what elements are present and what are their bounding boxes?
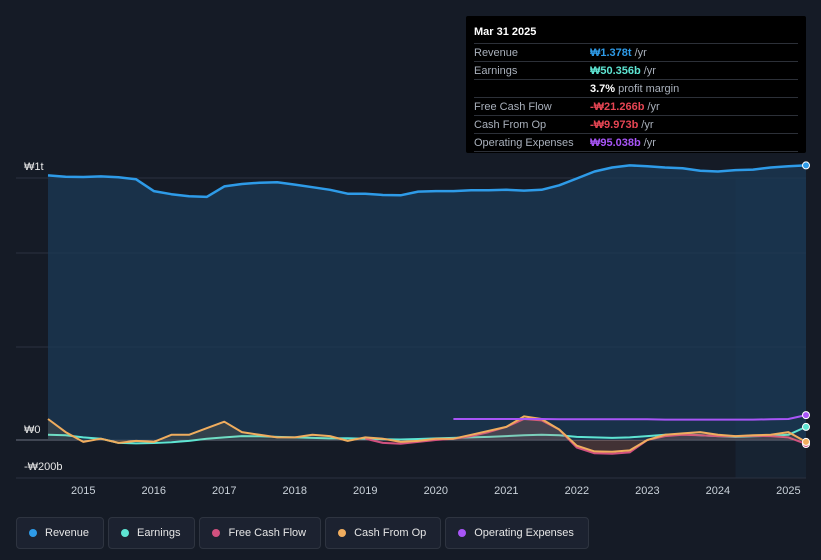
tooltip-row-unit: /yr [634,47,647,59]
tooltip-row-label: Earnings [474,65,518,77]
revenue-line [47,164,807,199]
tooltip-row-unit: /yr [647,101,660,113]
tooltip-row-value: -₩21.266b [590,101,645,113]
revenue-end-point [802,161,810,170]
cash-from-op-end-point [802,437,810,446]
tooltip-row-label: Operating Expenses [474,137,574,149]
end-markers [802,161,810,448]
tooltip-row-unit: profit margin [618,83,680,95]
x-tick-2023: 2023 [635,485,659,497]
x-tick-2025: 2025 [776,485,800,497]
tooltip-row-value: ₩50.356b [590,65,641,77]
tooltip-row-value: -₩9.973b [590,119,639,131]
tooltip-row-free-cash-flow: Free Cash Flow -₩21.266b/yr [474,98,798,116]
legend-dot-icon [458,529,467,537]
series-layer [47,164,807,455]
legend-item-earnings[interactable]: Earnings [108,517,196,549]
legend-label: Earnings [137,527,181,539]
x-tick-2021: 2021 [494,485,518,497]
legend-label: Free Cash Flow [228,527,307,539]
legend-item-operating-expenses[interactable]: Operating Expenses [445,517,589,549]
tooltip-row-value: ₩1.378t [590,47,632,59]
legend-dot-icon [212,529,221,537]
x-tick-2015: 2015 [71,485,95,497]
x-tick-2019: 2019 [353,485,377,497]
tooltip-row-revenue: Revenue ₩1.378t/yr [474,44,798,62]
tooltip: Mar 31 2025 Revenue ₩1.378t/yr Earnings ₩50… [466,16,806,153]
legend-item-free-cash-flow[interactable]: Free Cash Flow [199,517,322,549]
tooltip-row-operating-expenses: Operating Expenses ₩95.038b/yr [474,134,798,152]
chart-area: ₩1t ₩0 -₩200b 2015 2016 2017 2018 2019 2020 20… [16,161,810,497]
operating-expenses-line [453,414,807,421]
earnings-end-point [802,422,810,431]
y-axis-label-zero: ₩0 [24,424,41,436]
legend-label: Operating Expenses [474,527,574,539]
x-tick-2017: 2017 [212,485,236,497]
legend-dot-icon [29,529,37,537]
y-axis-label-bottom: -₩200b [24,461,63,473]
tooltip-row-value: ₩95.038b [590,137,641,149]
tooltip-row-unit: /yr [643,65,656,77]
x-tick-2016: 2016 [142,485,166,497]
tooltip-row-label: Cash From Op [474,119,547,131]
x-tick-2020: 2020 [424,485,448,497]
tooltip-row-label: Revenue [474,47,519,59]
y-axis-label-top: ₩1t [24,161,44,173]
legend: Revenue Earnings Free Cash Flow Cash From O… [16,517,589,549]
tooltip-date: Mar 31 2025 [474,24,798,44]
tooltip-row-earnings: Earnings ₩50.356b/yr [474,62,798,80]
tooltip-row-label: Free Cash Flow [474,101,552,113]
legend-label: Cash From Op [354,527,427,539]
legend-item-revenue[interactable]: Revenue [16,517,105,549]
x-tick-2022: 2022 [565,485,589,497]
legend-item-cash-from-op[interactable]: Cash From Op [325,517,442,549]
x-tick-2024: 2024 [706,485,730,497]
x-axis-ticks: 2015 2016 2017 2018 2019 2020 2021 2022 2023 2024… [71,485,801,497]
tooltip-row-unit: /yr [643,137,656,149]
cash-from-op-area [48,416,806,452]
operating-expenses-end-point [802,411,810,420]
legend-dot-icon [338,529,347,537]
revenue-area [48,165,806,440]
x-tick-2018: 2018 [283,485,307,497]
tooltip-row-label [474,81,590,97]
tooltip-row-unit: /yr [641,119,654,131]
legend-dot-icon [121,529,130,537]
tooltip-row-cash-from-op: Cash From Op -₩9.973b/yr [474,116,798,134]
legend-label: Revenue [45,527,90,539]
tooltip-row-profit-margin: 3.7% profit margin [474,80,798,98]
cash-from-op-line [47,415,807,453]
tooltip-row-value: 3.7% [590,83,616,95]
